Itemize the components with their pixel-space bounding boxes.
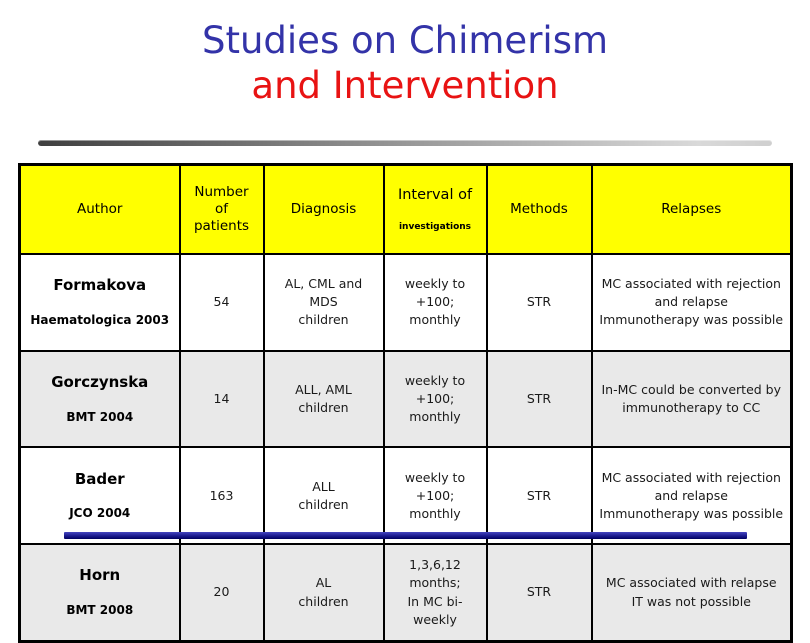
methods-cell: STR: [485, 543, 593, 643]
header-relapses: Relapses: [590, 163, 793, 255]
author-name: Horn: [79, 566, 121, 585]
table-row-gorczynska: Gorczynska BMT 2004 14 ALL, AML children…: [18, 349, 793, 449]
patients-count: 20: [178, 543, 265, 643]
relapses-cell: In-MC could be converted by immunotherap…: [590, 349, 793, 449]
table-row-bader: Bader JCO 2004 163 ALL children weekly t…: [18, 446, 793, 546]
patients-count: 14: [178, 349, 265, 449]
author-cell: Formakova Haematologica 2003: [18, 253, 181, 352]
header-interval-sub: investigations: [398, 221, 472, 232]
diagnosis-cell: ALL, AML children: [262, 349, 385, 449]
table-row-formakova: Formakova Haematologica 2003 54 AL, CML …: [18, 253, 793, 352]
author-reference: Haematologica 2003: [30, 313, 170, 327]
interval-cell: 1,3,6,12 months; In MC bi- weekly: [382, 543, 488, 643]
methods-cell: STR: [485, 446, 593, 546]
relapses-cell: MC associated with relapse IT was not po…: [590, 543, 793, 643]
table-row-horn: Horn BMT 2008 20 AL children 1,3,6,12 mo…: [18, 543, 793, 643]
footer-accent-bar: [64, 532, 747, 539]
interval-cell: weekly to +100; monthly: [382, 446, 488, 546]
diagnosis-cell: ALL children: [262, 446, 385, 546]
author-name: Gorczynska: [51, 372, 149, 391]
title-divider-bar: [38, 140, 772, 146]
author-cell: Gorczynska BMT 2004: [18, 349, 181, 449]
studies-table: Author Number of patients Diagnosis Inte…: [18, 163, 793, 643]
header-interval: Interval of investigations: [382, 163, 488, 255]
table-header-row: Author Number of patients Diagnosis Inte…: [18, 163, 793, 255]
header-diagnosis: Diagnosis: [262, 163, 385, 255]
relapses-cell: MC associated with rejection and relapse…: [590, 253, 793, 352]
patients-count: 163: [178, 446, 265, 546]
author-name: Formakova: [53, 276, 147, 295]
author-reference: JCO 2004: [69, 506, 131, 521]
header-author: Author: [18, 163, 181, 255]
author-cell: Horn BMT 2008: [18, 543, 181, 643]
relapses-cell: MC associated with rejection and relapse…: [590, 446, 793, 546]
author-reference: BMT 2008: [66, 603, 134, 618]
header-patients: Number of patients: [178, 163, 265, 255]
interval-cell: weekly to +100; monthly: [382, 349, 488, 449]
title-line-primary: Studies on Chimerism: [201, 19, 609, 62]
diagnosis-cell: AL, CML and MDS children: [262, 253, 385, 352]
header-interval-main: Interval of: [397, 186, 473, 203]
interval-cell: weekly to +100; monthly: [382, 253, 488, 352]
author-reference: BMT 2004: [66, 409, 134, 424]
slide-title: Studies on Chimerism and Intervention: [0, 0, 810, 108]
methods-cell: STR: [485, 253, 593, 352]
header-methods: Methods: [485, 163, 593, 255]
methods-cell: STR: [485, 349, 593, 449]
patients-count: 54: [178, 253, 265, 352]
author-cell: Bader JCO 2004: [18, 446, 181, 546]
author-name: Bader: [74, 469, 125, 488]
diagnosis-cell: AL children: [262, 543, 385, 643]
title-line-secondary: and Intervention: [251, 64, 559, 108]
